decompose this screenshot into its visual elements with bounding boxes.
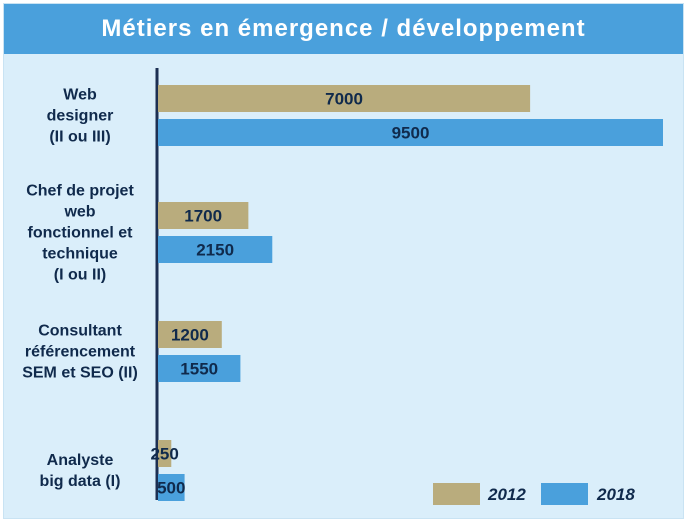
category-label: (I ou II) (54, 267, 106, 284)
data-label-2018-1: 2150 (196, 241, 234, 260)
legend-label-2018: 2018 (596, 485, 635, 504)
chart-title: Métiers en émergence / développement (101, 15, 586, 42)
category-label: Consultant (38, 323, 122, 340)
data-label-2012-3: 250 (150, 445, 178, 464)
category-label: référencement (25, 344, 136, 361)
category-label: technique (42, 246, 118, 263)
bar-2012-1 (158, 202, 249, 229)
data-label-2018-3: 500 (157, 479, 185, 498)
data-label-2012-0: 7000 (325, 90, 363, 109)
bar-chart: 7000 9500 Web designer (II ou III) 1700 2150 Ch… (22, 68, 663, 505)
category-label: SEM et SEO (II) (22, 365, 138, 382)
category-label: Analyste (47, 452, 114, 469)
category-label: big data (I) (40, 473, 121, 490)
bar-2018-1 (158, 236, 273, 263)
category-label: (II ou III) (49, 129, 110, 146)
bar-2018-3 (158, 474, 185, 501)
legend-swatch-2018 (541, 483, 588, 505)
data-label-2012-2: 1200 (171, 326, 209, 345)
bar-2018-2 (158, 355, 241, 382)
category-label: fonctionnel et (28, 225, 134, 242)
category-label: designer (47, 108, 114, 125)
chart-panel: Métiers en émergence / développement 700… (3, 3, 684, 519)
title-bar: Métiers en émergence / développement (4, 4, 683, 54)
category-label: Chef de projet (26, 183, 134, 200)
bar-2012-3 (158, 440, 172, 467)
category-label: web (63, 204, 95, 221)
legend-swatch-2012 (433, 483, 480, 505)
bar-2012-2 (158, 321, 222, 348)
data-label-2018-0: 9500 (392, 124, 430, 143)
data-label-2012-1: 1700 (184, 207, 222, 226)
bar-2018-0 (158, 119, 663, 146)
bar-2012-0 (158, 85, 531, 112)
category-label: Web (63, 87, 97, 104)
data-label-2018-2: 1550 (180, 360, 218, 379)
legend-label-2012: 2012 (487, 485, 526, 504)
